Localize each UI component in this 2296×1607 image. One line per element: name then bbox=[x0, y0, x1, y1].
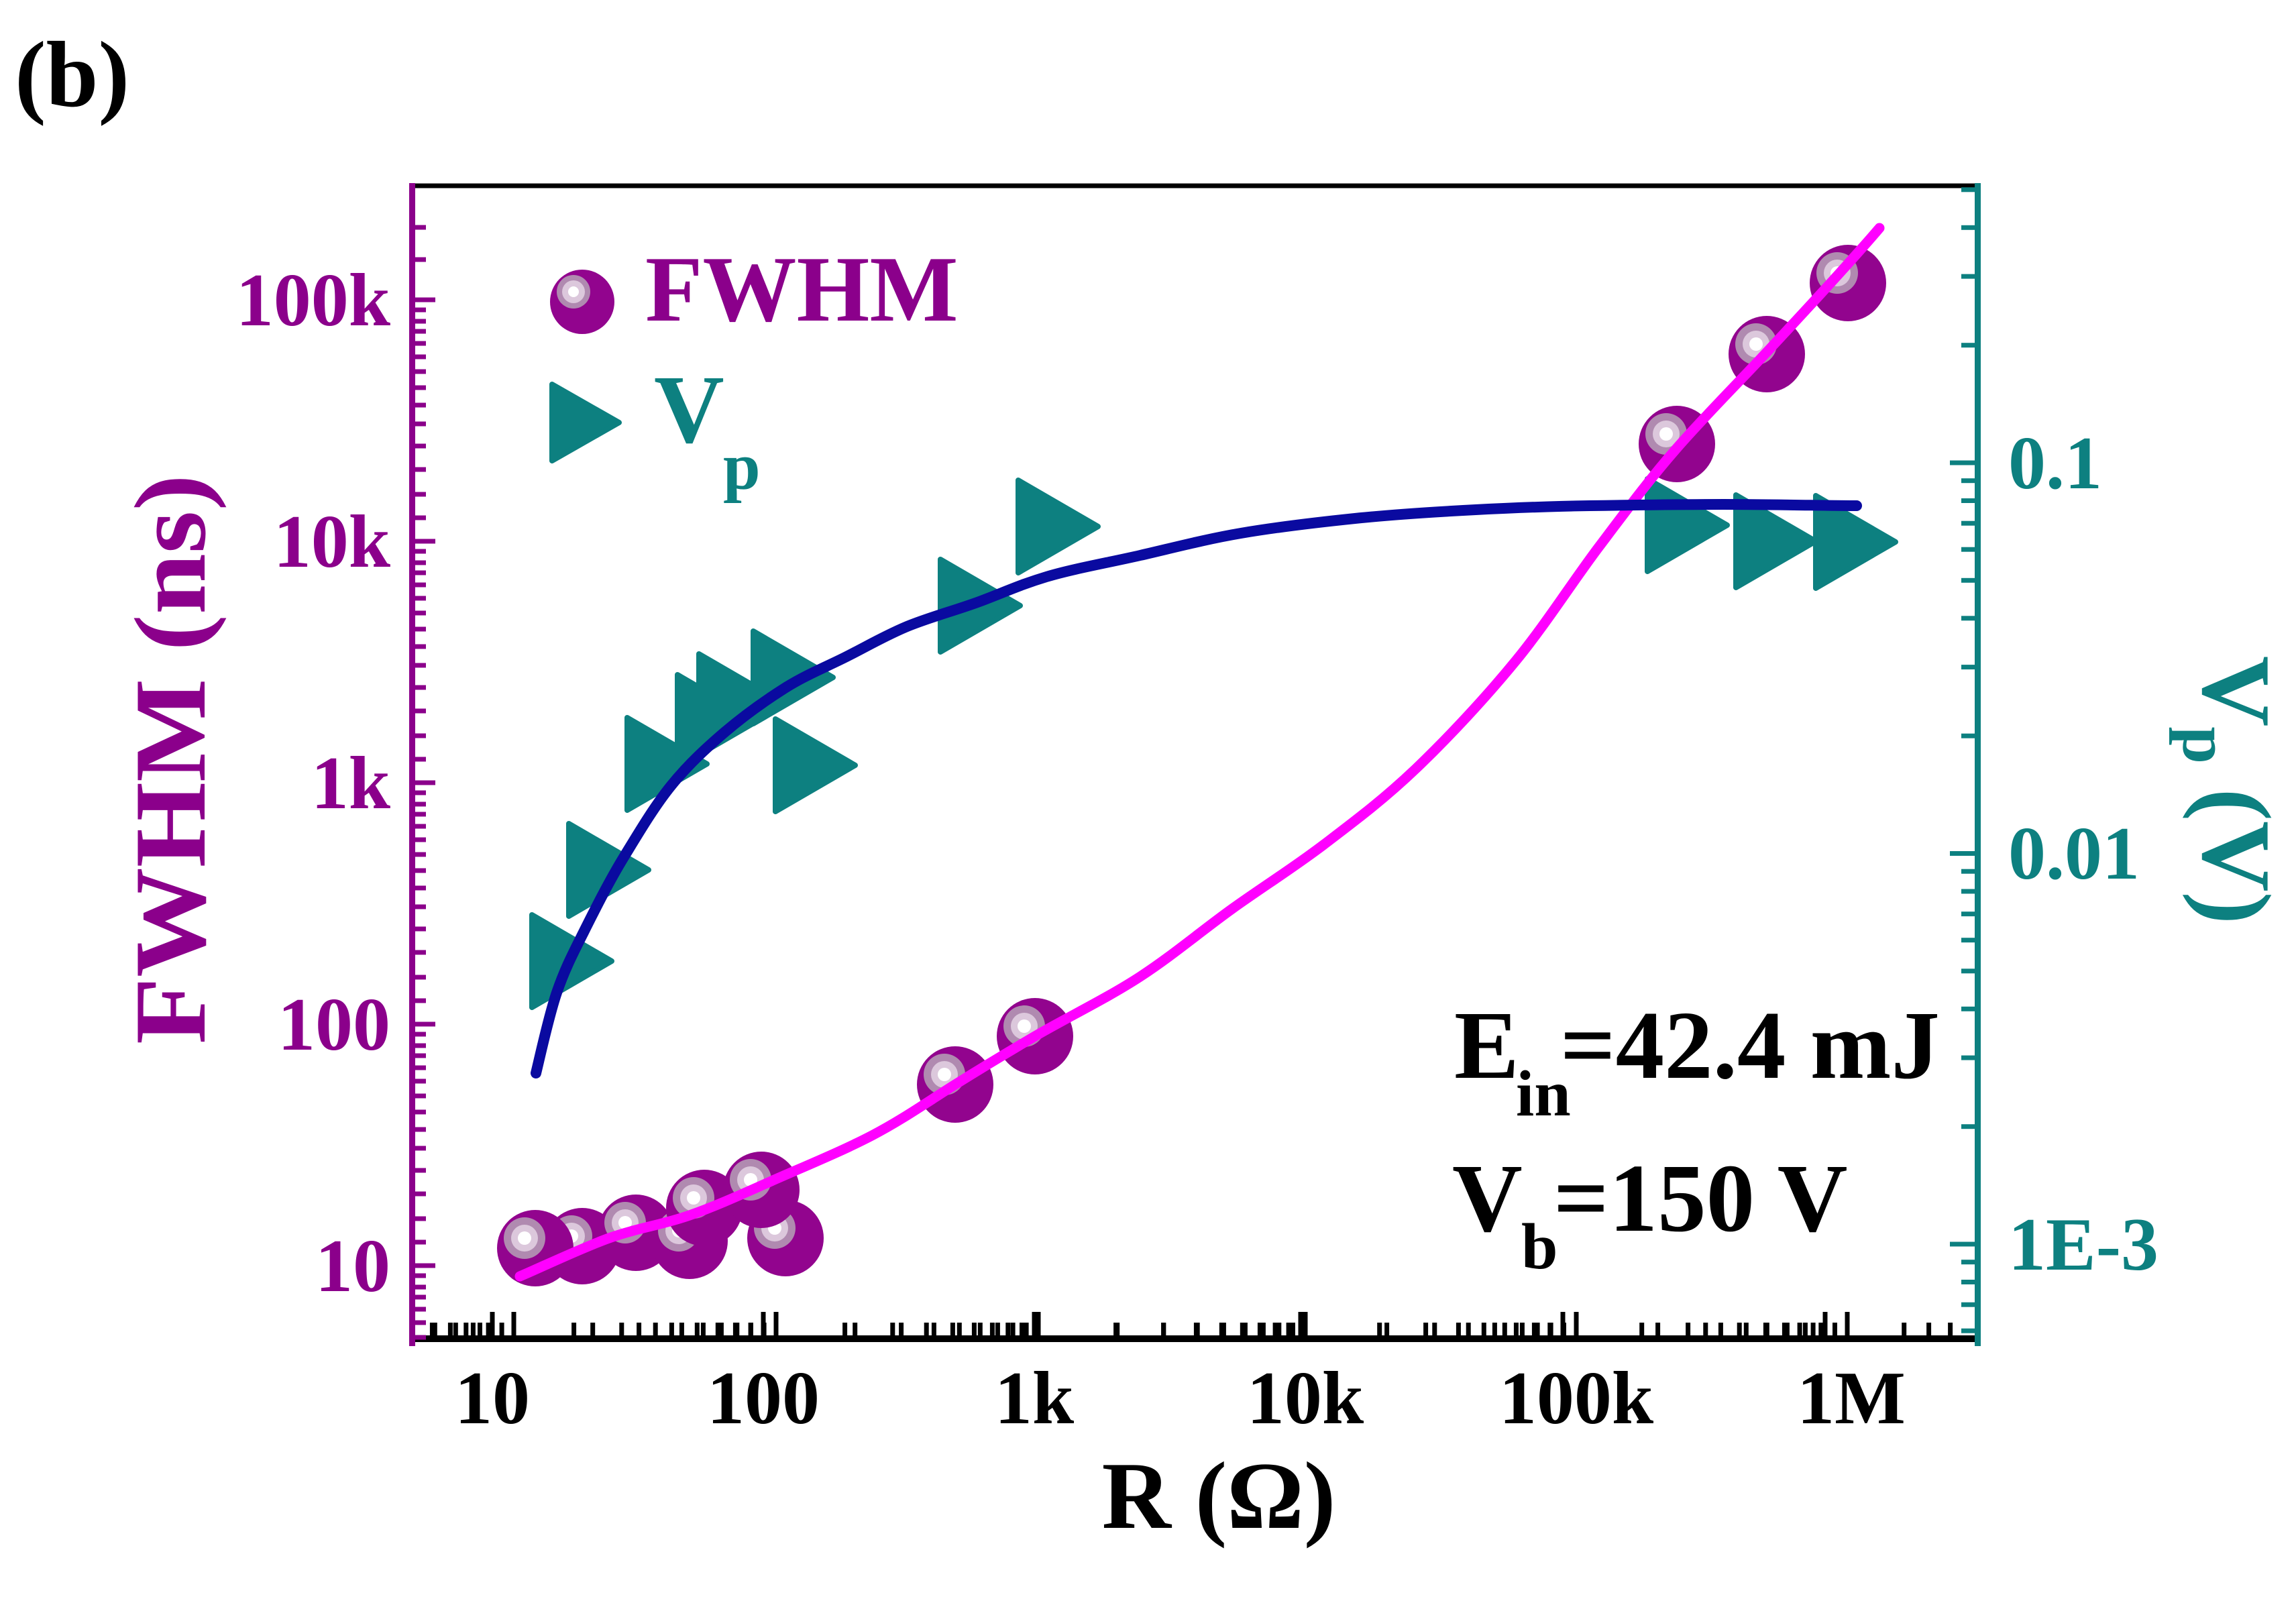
svg-text:(b): (b) bbox=[15, 23, 129, 127]
svg-text:=150 V: =150 V bbox=[1553, 1145, 1847, 1252]
svg-text:100k: 100k bbox=[236, 259, 391, 342]
svg-text:0.1: 0.1 bbox=[2008, 422, 2102, 505]
svg-text:10k: 10k bbox=[274, 500, 391, 584]
svg-text:1E-3: 1E-3 bbox=[2008, 1203, 2158, 1286]
svg-text:E: E bbox=[1454, 992, 1519, 1099]
svg-text:1M: 1M bbox=[1797, 1357, 1906, 1440]
svg-text:p: p bbox=[723, 429, 761, 504]
svg-text:FWHM (ns): FWHM (ns) bbox=[114, 474, 227, 1044]
svg-text:Vp (V): Vp (V) bbox=[2169, 656, 2291, 924]
svg-text:0.01: 0.01 bbox=[2008, 812, 2140, 895]
svg-text:b: b bbox=[1521, 1211, 1558, 1283]
svg-text:10: 10 bbox=[455, 1357, 530, 1440]
svg-text:R (Ω): R (Ω) bbox=[1102, 1443, 1336, 1549]
svg-text:1k: 1k bbox=[311, 742, 391, 825]
svg-text:100: 100 bbox=[707, 1357, 820, 1440]
svg-text:100k: 100k bbox=[1499, 1357, 1654, 1440]
svg-text:10: 10 bbox=[315, 1225, 390, 1308]
svg-text:in: in bbox=[1516, 1058, 1571, 1130]
svg-text:FWHM: FWHM bbox=[645, 237, 959, 341]
svg-text:10k: 10k bbox=[1247, 1357, 1364, 1440]
svg-text:=42.4 mJ: =42.4 mJ bbox=[1560, 992, 1940, 1099]
svg-text:100: 100 bbox=[278, 983, 390, 1066]
svg-text:1k: 1k bbox=[995, 1357, 1075, 1440]
svg-text:V: V bbox=[1452, 1145, 1523, 1252]
svg-text:V: V bbox=[654, 356, 724, 463]
